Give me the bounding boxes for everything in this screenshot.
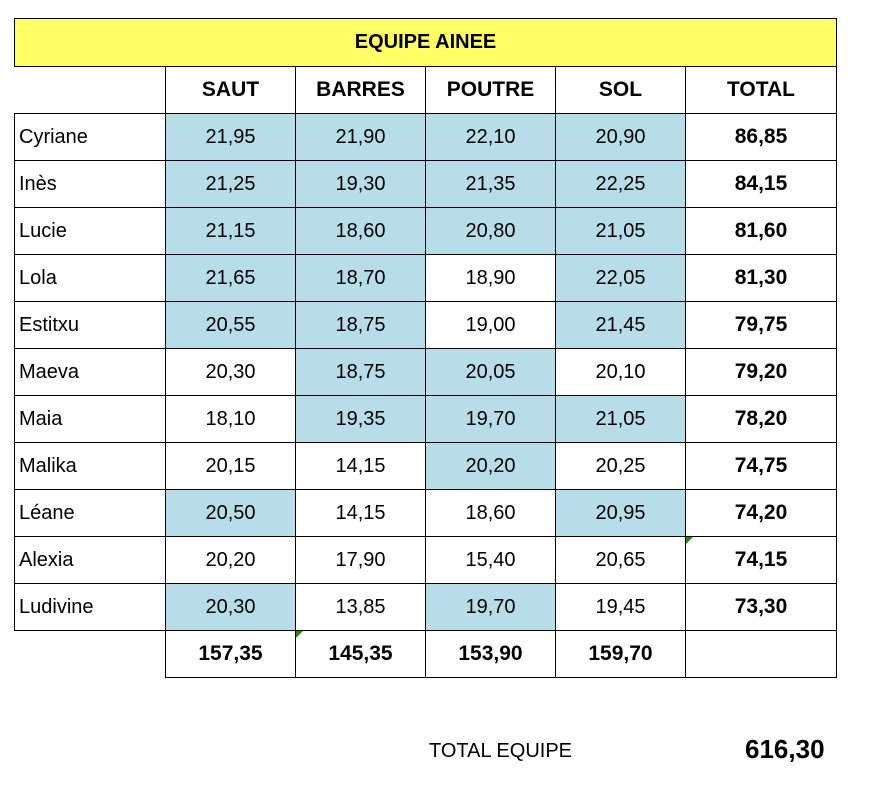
- header-row: SAUT BARRES POUTRE SOL TOTAL: [15, 66, 837, 114]
- gymnast-name-cell[interactable]: Lucie: [14, 207, 166, 255]
- score-cell[interactable]: 21,65: [165, 254, 296, 302]
- gymnast-name-cell[interactable]: Inès: [14, 160, 166, 208]
- table-row: Estitxu 20,55 18,75 19,00 21,45 79,75: [14, 301, 837, 349]
- score-cell[interactable]: 20,50: [165, 489, 296, 537]
- score-cell[interactable]: 20,65: [555, 536, 686, 584]
- table-row: Lola 21,65 18,70 18,90 22,05 81,30: [14, 254, 837, 302]
- score-cell[interactable]: 22,10: [425, 113, 556, 161]
- empty-total-cell[interactable]: [685, 630, 837, 678]
- score-cell[interactable]: 18,10: [165, 395, 296, 443]
- column-totals-row: 157,35 145,35 153,90 159,70: [15, 630, 837, 678]
- score-cell[interactable]: 19,35: [295, 395, 426, 443]
- score-cell[interactable]: 21,05: [555, 207, 686, 255]
- table-row: Ludivine 20,30 13,85 19,70 19,45 73,30: [14, 583, 837, 631]
- score-cell[interactable]: 20,15: [165, 442, 296, 490]
- score-cell[interactable]: 14,15: [295, 442, 426, 490]
- score-cell[interactable]: 20,80: [425, 207, 556, 255]
- score-cell[interactable]: 18,90: [425, 254, 556, 302]
- column-header[interactable]: SAUT: [165, 66, 296, 114]
- comment-indicator-icon: [296, 631, 303, 638]
- gymnast-total-cell[interactable]: 84,15: [685, 160, 837, 208]
- table-row: Malika 20,15 14,15 20,20 20,25 74,75: [14, 442, 837, 490]
- score-cell[interactable]: 22,05: [555, 254, 686, 302]
- score-cell[interactable]: 21,35: [425, 160, 556, 208]
- gymnast-total-cell[interactable]: 79,75: [685, 301, 837, 349]
- team-total-label: TOTAL EQUIPE: [429, 740, 572, 762]
- score-cell[interactable]: 15,40: [425, 536, 556, 584]
- table-row: Lucie 21,15 18,60 20,80 21,05 81,60: [14, 207, 837, 255]
- gymnast-name-cell[interactable]: Alexia: [14, 536, 166, 584]
- score-cell[interactable]: 19,70: [425, 583, 556, 631]
- score-cell[interactable]: 20,30: [165, 583, 296, 631]
- table-title[interactable]: EQUIPE AINEE: [14, 18, 837, 67]
- score-cell[interactable]: 18,75: [295, 301, 426, 349]
- score-cell[interactable]: 18,60: [295, 207, 426, 255]
- title-row: EQUIPE AINEE: [14, 18, 837, 67]
- score-cell[interactable]: 19,70: [425, 395, 556, 443]
- table-row: Maeva 20,30 18,75 20,05 20,10 79,20: [14, 348, 837, 396]
- gymnast-total-cell[interactable]: 78,20: [685, 395, 837, 443]
- gymnast-name-cell[interactable]: Maeva: [14, 348, 166, 396]
- table-row: Cyriane 21,95 21,90 22,10 20,90 86,85: [14, 113, 837, 161]
- column-total-cell[interactable]: 153,90: [425, 630, 556, 678]
- score-cell[interactable]: 20,05: [425, 348, 556, 396]
- score-cell[interactable]: 20,20: [425, 442, 556, 490]
- score-cell[interactable]: 20,10: [555, 348, 686, 396]
- score-cell[interactable]: 22,25: [555, 160, 686, 208]
- score-cell[interactable]: 20,20: [165, 536, 296, 584]
- score-cell[interactable]: 21,95: [165, 113, 296, 161]
- table-row: Léane 20,50 14,15 18,60 20,95 74,20: [14, 489, 837, 537]
- score-cell[interactable]: 20,30: [165, 348, 296, 396]
- header-corner-cell[interactable]: [15, 67, 166, 114]
- gymnast-name-cell[interactable]: Lola: [14, 254, 166, 302]
- score-cell[interactable]: 21,25: [165, 160, 296, 208]
- column-header[interactable]: BARRES: [295, 66, 426, 114]
- table-row: Inès 21,25 19,30 21,35 22,25 84,15: [14, 160, 837, 208]
- score-cell[interactable]: 19,30: [295, 160, 426, 208]
- score-cell[interactable]: 21,90: [295, 113, 426, 161]
- column-header[interactable]: SOL: [555, 66, 686, 114]
- score-cell[interactable]: 19,00: [425, 301, 556, 349]
- column-header[interactable]: POUTRE: [425, 66, 556, 114]
- comment-indicator-icon: [686, 537, 693, 544]
- gymnast-name-cell[interactable]: Estitxu: [14, 301, 166, 349]
- column-total-cell[interactable]: 157,35: [165, 630, 296, 678]
- column-header[interactable]: TOTAL: [685, 66, 837, 114]
- gymnast-total-cell[interactable]: 81,30: [685, 254, 837, 302]
- gymnast-name-cell[interactable]: Maia: [14, 395, 166, 443]
- column-total-cell[interactable]: 145,35: [295, 630, 426, 678]
- score-cell[interactable]: 18,60: [425, 489, 556, 537]
- gymnast-name-cell[interactable]: Léane: [14, 489, 166, 537]
- table-row: Alexia 20,20 17,90 15,40 20,65 74,15: [14, 536, 837, 584]
- score-cell[interactable]: 14,15: [295, 489, 426, 537]
- score-cell[interactable]: 21,05: [555, 395, 686, 443]
- scores-table: EQUIPE AINEE SAUT BARRES POUTRE SOL TOTAL Cyri…: [14, 18, 837, 678]
- gymnast-name-cell[interactable]: Malika: [14, 442, 166, 490]
- column-total-cell[interactable]: 159,70: [555, 630, 686, 678]
- score-cell[interactable]: 21,45: [555, 301, 686, 349]
- gymnast-total-cell[interactable]: 86,85: [685, 113, 837, 161]
- gymnast-total-cell[interactable]: 81,60: [685, 207, 837, 255]
- score-cell[interactable]: 17,90: [295, 536, 426, 584]
- gymnast-total-cell[interactable]: 79,20: [685, 348, 837, 396]
- team-total-value: 616,30: [745, 734, 825, 764]
- score-cell[interactable]: 18,70: [295, 254, 426, 302]
- score-cell[interactable]: 20,90: [555, 113, 686, 161]
- score-cell[interactable]: 18,75: [295, 348, 426, 396]
- score-cell[interactable]: 19,45: [555, 583, 686, 631]
- score-cell[interactable]: 20,95: [555, 489, 686, 537]
- totals-corner-cell[interactable]: [15, 631, 166, 678]
- score-cell[interactable]: 13,85: [295, 583, 426, 631]
- gymnast-total-cell[interactable]: 74,75: [685, 442, 837, 490]
- score-cell[interactable]: 21,15: [165, 207, 296, 255]
- gymnast-total-cell[interactable]: 74,20: [685, 489, 837, 537]
- score-cell[interactable]: 20,25: [555, 442, 686, 490]
- score-cell[interactable]: 20,55: [165, 301, 296, 349]
- gymnast-name-cell[interactable]: Ludivine: [14, 583, 166, 631]
- gymnast-name-cell[interactable]: Cyriane: [14, 113, 166, 161]
- gymnast-total-cell[interactable]: 74,15: [685, 536, 837, 584]
- gymnast-total-cell[interactable]: 73,30: [685, 583, 837, 631]
- table-row: Maia 18,10 19,35 19,70 21,05 78,20: [14, 395, 837, 443]
